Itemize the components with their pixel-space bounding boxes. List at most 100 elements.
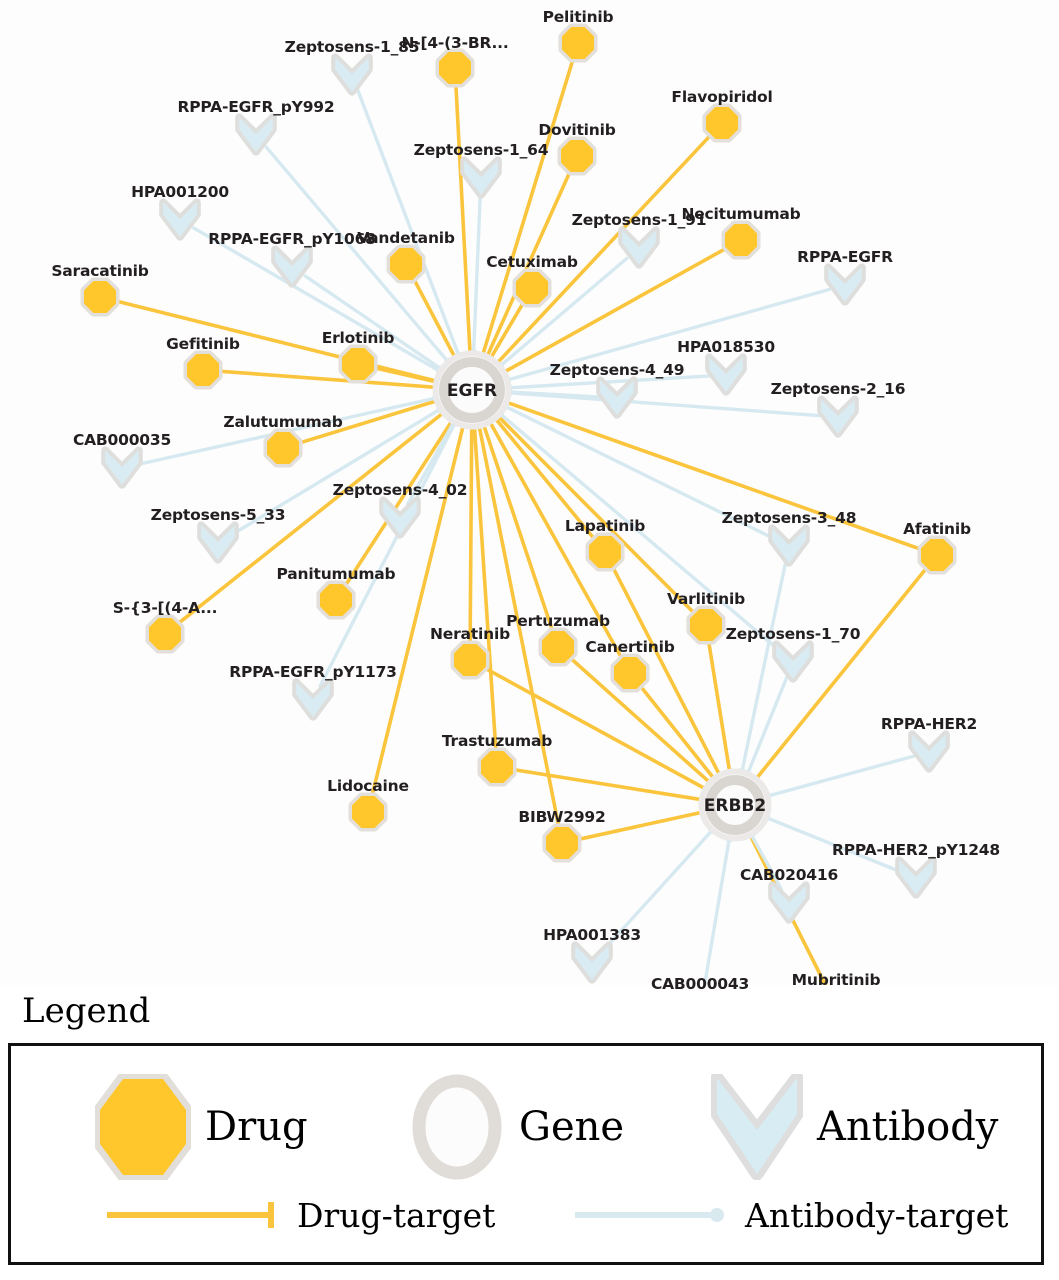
edge-drug-target[interactable] [484, 168, 573, 360]
network-graph-canvas[interactable]: EGFR ERBB2 N-[4-(3-BR... Pelitinib Dovitini… [0, 0, 1059, 993]
node-antibody-CAB020416[interactable] [768, 881, 810, 924]
node-antibody-HPA001200[interactable] [159, 198, 201, 241]
edge-drug-target[interactable] [575, 810, 706, 842]
edge-antibody-target[interactable] [496, 256, 629, 370]
node-drug-Varlitinib[interactable] [686, 605, 726, 645]
drug-node-label: Necitumumab [681, 205, 801, 223]
node-antibody-Zep1_85[interactable] [331, 53, 373, 96]
node-drug-Afatinib[interactable] [917, 535, 957, 575]
node-antibody-Zep3_48[interactable] [768, 524, 810, 567]
node-antibody-Zep1_64[interactable] [460, 156, 502, 199]
edge-antibody-target[interactable] [264, 145, 452, 365]
node-drug-Lidocaine[interactable] [348, 792, 388, 832]
edge-antibody-target[interactable] [355, 88, 462, 359]
edge-antibody-target[interactable] [762, 815, 903, 874]
node-antibody-Zep5_33[interactable] [197, 521, 239, 564]
edge-drug-target[interactable] [113, 299, 440, 384]
node-antibody-Zep1_70[interactable] [772, 640, 814, 683]
edge-antibody-target[interactable] [318, 419, 458, 688]
node-drug-Saracatinib[interactable] [80, 277, 120, 317]
edge-antibody-target[interactable] [303, 274, 445, 372]
edge-drug-target[interactable] [217, 369, 439, 390]
edge-drug-target[interactable] [706, 638, 732, 776]
node-drug-Necitumumab[interactable] [721, 220, 761, 260]
edge-antibody-target[interactable] [745, 675, 789, 778]
node-antibody-HPA001383[interactable] [571, 941, 613, 984]
edge-drug-target[interactable] [510, 767, 706, 802]
edge-drug-target[interactable] [500, 245, 729, 375]
edge-drug-target[interactable] [370, 422, 466, 799]
edge-drug-target[interactable] [454, 82, 472, 357]
edge-antibody-target[interactable] [471, 192, 483, 357]
node-antibody-RPY1068[interactable] [271, 245, 313, 288]
edge-antibody-target[interactable] [739, 559, 788, 776]
node-antibody-Zep4_49[interactable] [596, 376, 638, 419]
node-drug-Trastuzumab[interactable] [477, 747, 517, 787]
edge-drug-target[interactable] [492, 415, 597, 542]
antibody-node-chevron [335, 57, 369, 92]
node-antibody-Zep2_16[interactable] [817, 395, 859, 438]
node-gene-ERBB2[interactable] [698, 768, 772, 842]
node-drug-Flavopiridol[interactable] [702, 103, 742, 143]
edge-antibody-target[interactable] [505, 374, 712, 390]
node-antibody-RPY1173[interactable] [292, 678, 334, 721]
node-drug-N14[interactable] [435, 48, 475, 88]
node-antibody-HPA018530[interactable] [705, 353, 747, 396]
edge-drug-target[interactable] [753, 565, 929, 782]
edge-drug-target[interactable] [480, 56, 576, 359]
node-drug-BIBW2992[interactable] [542, 823, 582, 863]
node-antibody-RPPAHER2[interactable] [908, 730, 950, 773]
edge-antibody-target[interactable] [230, 406, 444, 537]
edge-antibody-target[interactable] [505, 390, 824, 418]
edge-antibody-target[interactable] [702, 834, 732, 985]
edge-antibody-target[interactable] [406, 418, 457, 506]
edge-drug-target[interactable] [487, 299, 526, 362]
edge-drug-target[interactable] [503, 399, 924, 552]
node-drug-Pertuzumab[interactable] [538, 627, 578, 667]
edge-antibody-target[interactable] [501, 403, 777, 541]
edge-drug-target[interactable] [638, 683, 717, 782]
edge-drug-target[interactable] [411, 276, 458, 361]
node-gene-EGFR[interactable] [432, 350, 512, 430]
node-drug-Neratinib[interactable] [450, 640, 490, 680]
node-drug-Canertinib[interactable] [610, 653, 650, 693]
edge-drug-target[interactable] [175, 409, 447, 626]
node-antibody-CAB000035[interactable] [101, 446, 143, 489]
drug-node-octagon [187, 354, 219, 386]
edge-antibody-target[interactable] [503, 287, 832, 383]
node-drug-Pelitinib[interactable] [558, 23, 598, 63]
edge-drug-target[interactable] [342, 417, 455, 589]
node-drug-Zalutumumab[interactable] [263, 428, 303, 468]
edge-drug-target[interactable] [481, 421, 555, 634]
edge-drug-target[interactable] [487, 418, 625, 661]
node-drug-Erlotinib[interactable] [338, 344, 378, 384]
edge-drug-target[interactable] [296, 398, 441, 446]
node-drug-Dovitinib[interactable] [557, 136, 597, 176]
edge-drug-target[interactable] [472, 423, 498, 753]
edge-drug-target[interactable] [482, 665, 709, 792]
edge-drug-target[interactable] [494, 413, 697, 616]
node-drug-Vandetanib[interactable] [386, 244, 426, 284]
node-drug-Cetuximab[interactable] [512, 268, 552, 308]
edge-antibody-target[interactable] [764, 754, 916, 799]
node-drug-Lapatinib[interactable] [585, 532, 625, 572]
edge-antibody-target[interactable] [192, 226, 444, 375]
node-drug-Gefitinib[interactable] [183, 350, 223, 390]
node-antibody-Zep1_91[interactable] [618, 226, 660, 269]
edge-drug-target[interactable] [610, 564, 723, 779]
edge-antibody-target[interactable] [497, 410, 783, 654]
edge-drug-target[interactable] [468, 423, 474, 646]
edge-drug-target[interactable] [477, 422, 561, 830]
node-antibody-Zep4_02[interactable] [379, 496, 421, 539]
edge-drug-target[interactable] [494, 132, 713, 367]
edge-antibody-target[interactable] [748, 831, 783, 891]
edge-antibody-target[interactable] [601, 827, 716, 953]
node-antibody-RPY992[interactable] [235, 113, 277, 156]
edge-drug-target[interactable] [568, 655, 713, 786]
node-antibody-RPPAEGFR[interactable] [824, 263, 866, 306]
node-drug-S3[interactable] [145, 614, 185, 654]
node-drug-Panitumumab[interactable] [316, 580, 356, 620]
edge-drug-target[interactable] [371, 365, 440, 385]
node-antibody-RPHER2p[interactable] [895, 856, 937, 899]
drug-node-label: Erlotinib [321, 329, 395, 347]
